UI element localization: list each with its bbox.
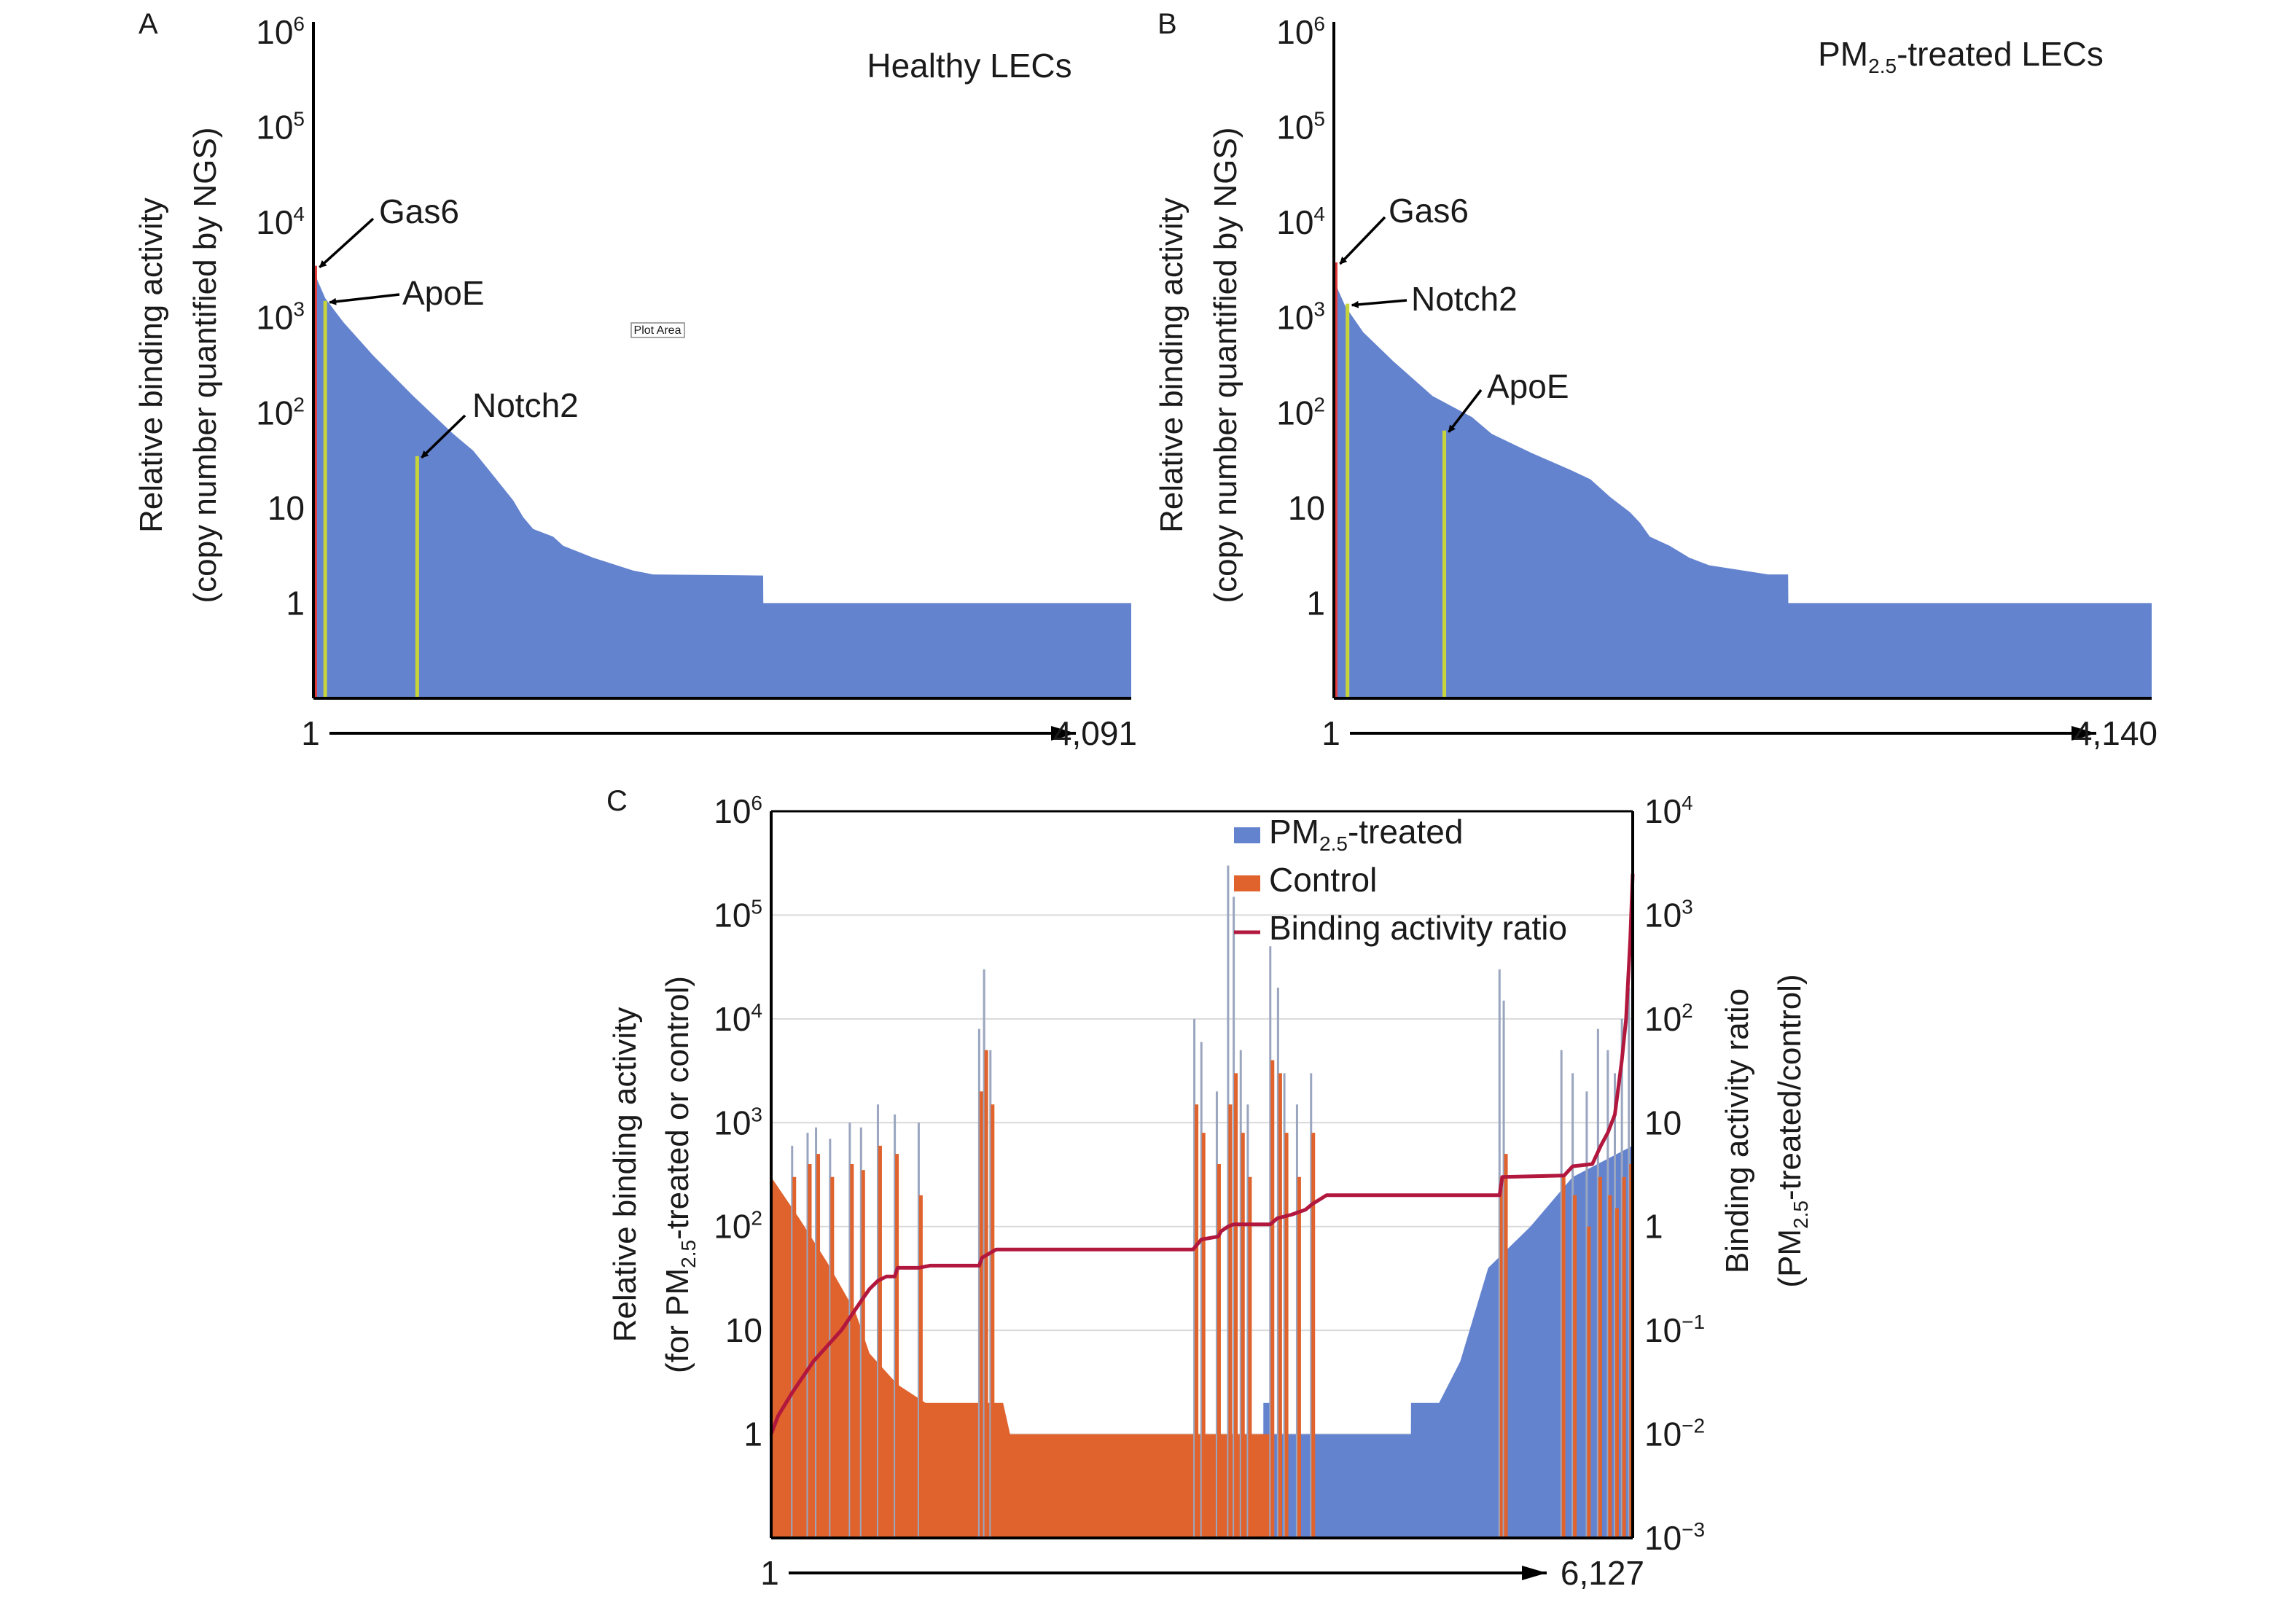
annotation-notch2: Notch2	[472, 386, 579, 424]
chart-title: PM2.5-treated LECs	[1818, 35, 2104, 77]
annotation-arrow	[1339, 216, 1386, 265]
panel-letter: C	[606, 785, 628, 817]
legend-swatch-pm25	[1234, 827, 1260, 843]
y2-tick-label: 103	[1644, 895, 1693, 934]
y-tick-label: 10	[268, 489, 305, 527]
y2-tick-label: 10−3	[1644, 1518, 1705, 1557]
y-tick-label: 103	[256, 298, 305, 337]
y-tick-label: 105	[256, 108, 305, 147]
panel-letter: B	[1157, 8, 1177, 40]
legend: PM2.5-treated Control Binding activity rat…	[1234, 813, 1567, 947]
y-tick-label: 102	[1276, 393, 1325, 432]
y2-axis-title: Binding activity ratio (PM2.5-treated/con…	[1719, 974, 1812, 1287]
y2-tick-label: 10−1	[1644, 1311, 1705, 1349]
annotation-arrow	[421, 414, 466, 459]
panel-c: C 10610510410310210110410310210110−110−21…	[606, 785, 1812, 1592]
y-tick-label: 102	[714, 1207, 762, 1246]
y-tick-label: 106	[1276, 12, 1325, 51]
y-tick-label: 104	[714, 999, 762, 1038]
y-tick-label: 105	[1276, 108, 1325, 147]
y-tick-label: 1	[743, 1416, 762, 1453]
series-area	[313, 260, 1131, 699]
y-tick-label: 1	[1306, 584, 1325, 622]
x-start-label: 1	[301, 714, 320, 752]
y-tick-label: 1	[286, 584, 305, 622]
legend-label-pm25: PM2.5-treated	[1269, 813, 1463, 855]
y2-tick-label: 104	[1644, 792, 1693, 830]
y-tick-label: 104	[1276, 203, 1325, 241]
annotation-apoe: ApoE	[402, 274, 485, 312]
x-start-label: 1	[760, 1554, 779, 1592]
annotation-gas6: Gas6	[379, 192, 459, 230]
series-ratio-line	[769, 873, 1635, 1435]
y-tick-label: 102	[256, 393, 305, 432]
annotation-gas6: Gas6	[1389, 192, 1469, 230]
series-pm25-area	[771, 1145, 1633, 1538]
y-tick-label: 103	[1276, 298, 1325, 337]
x-start-label: 1	[1321, 714, 1340, 752]
series-area	[1334, 260, 2152, 699]
legend-label-ratio: Binding activity ratio	[1269, 909, 1567, 947]
annotation-arrow	[1351, 299, 1407, 308]
chart-title: Healthy LECs	[867, 47, 1071, 85]
annotation-arrow	[329, 293, 400, 305]
y-tick-label: 106	[256, 12, 305, 51]
y2-tick-label: 10	[1644, 1104, 1682, 1141]
x-end-label: 4,091	[1053, 714, 1137, 752]
panel-letter: A	[138, 8, 158, 40]
y-tick-label: 103	[714, 1103, 762, 1141]
y2-tick-label: 1	[1644, 1208, 1663, 1246]
y2-tick-label: 102	[1644, 999, 1693, 1038]
y-tick-label: 105	[714, 895, 762, 934]
plot-area-tag	[630, 322, 685, 338]
y-tick-label: 104	[256, 203, 305, 241]
y-axis-title: Relative binding activity (copy number qu…	[1154, 128, 1243, 604]
y-tick-label: 10	[725, 1311, 762, 1349]
legend-swatch-control	[1234, 875, 1260, 891]
y-tick-label: 106	[714, 792, 762, 830]
x-end-label: 4,140	[2074, 714, 2158, 752]
legend-label-control: Control	[1269, 861, 1377, 899]
y2-tick-label: 10−2	[1644, 1415, 1705, 1453]
plot-area-label: Plot Area	[634, 324, 682, 337]
annotation-apoe: ApoE	[1487, 367, 1569, 405]
y-axis-title: Relative binding activity (copy number qu…	[133, 128, 223, 604]
annotation-arrow	[1448, 388, 1483, 433]
annotation-notch2: Notch2	[1411, 280, 1518, 318]
x-end-label: 6,127	[1561, 1554, 1644, 1592]
y-tick-label: 10	[1288, 489, 1325, 527]
y-axis-title: Relative binding activity (for PM2.5-trea…	[607, 976, 700, 1373]
annotation-arrow	[319, 217, 375, 268]
